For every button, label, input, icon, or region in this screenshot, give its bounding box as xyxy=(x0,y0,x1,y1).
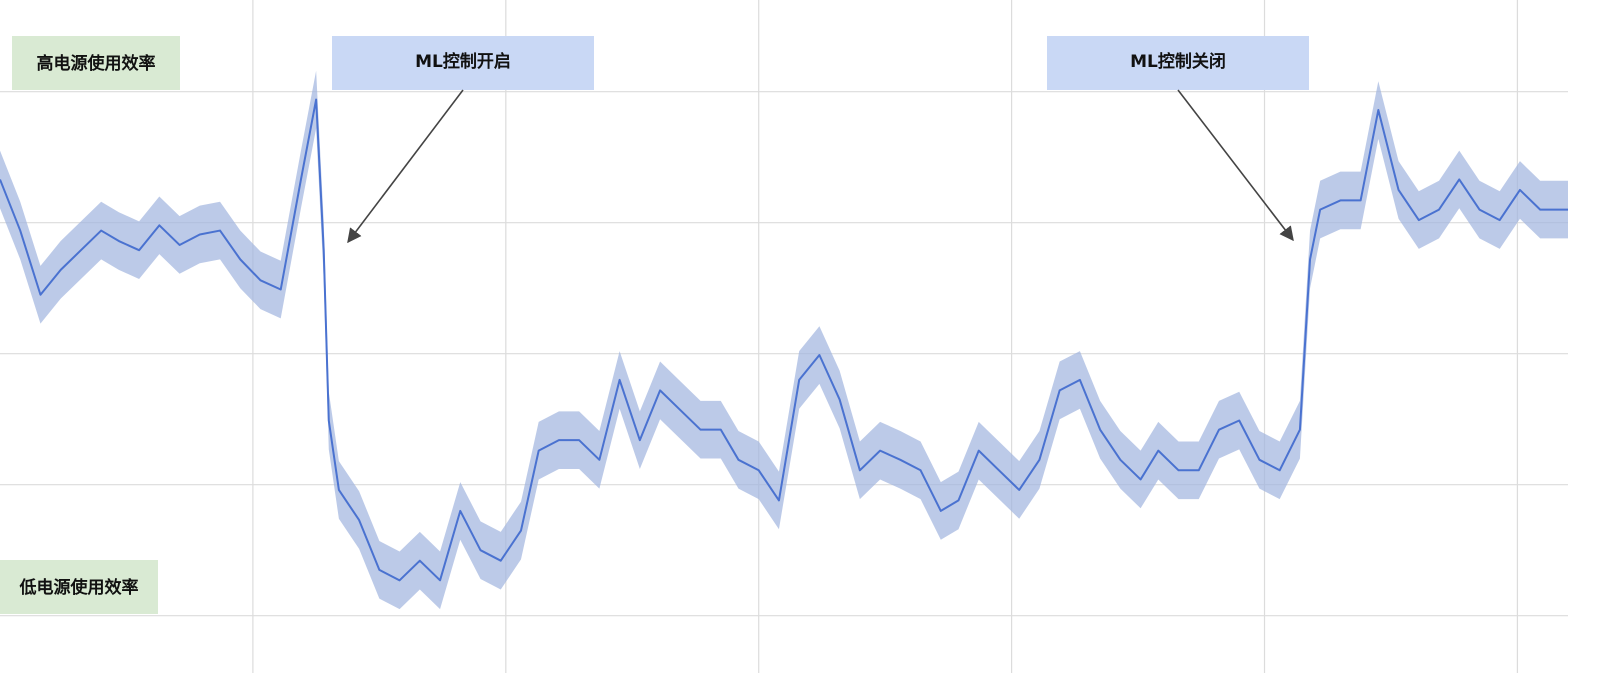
plot xyxy=(0,70,1568,610)
annotation: ML控制开启 xyxy=(415,51,511,72)
low-label: 低电源使用效率 xyxy=(19,577,139,598)
annotation-box xyxy=(332,36,594,90)
confidence-band xyxy=(0,70,1568,610)
high-label: 高电源使用效率 xyxy=(37,53,156,74)
line xyxy=(0,98,1568,582)
label-box xyxy=(12,36,180,90)
label-box xyxy=(0,560,158,614)
arrow xyxy=(1177,89,1294,242)
annotation: ML控制关闭 xyxy=(1130,51,1226,72)
annotation-box xyxy=(1047,36,1309,90)
annotations: 高电源使用效率 低电源使用效率 ML控制开启 ML控制关闭 xyxy=(0,36,1309,614)
arrow xyxy=(347,89,464,244)
